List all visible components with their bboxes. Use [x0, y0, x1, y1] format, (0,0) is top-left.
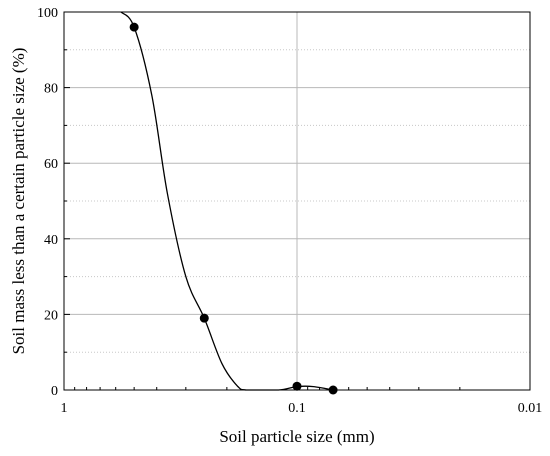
- x-axis-title: Soil particle size (mm): [219, 427, 374, 446]
- y-tick-label: 100: [37, 6, 58, 21]
- y-tick-label: 0: [51, 384, 58, 399]
- y-tick-label: 20: [44, 308, 58, 323]
- data-points: [129, 22, 338, 395]
- data-point: [292, 381, 302, 391]
- data-point: [328, 385, 338, 395]
- y-tick-label: 60: [44, 157, 58, 172]
- tick-labels: 0 20 40 60 80 100 1 0.1 0.01: [37, 6, 542, 416]
- grid-lines: [64, 12, 530, 390]
- x-tick-label: 1: [61, 401, 68, 416]
- axis-ticks: [63, 11, 531, 391]
- x-tick-label: 0.01: [518, 401, 543, 416]
- y-tick-label: 80: [44, 82, 58, 97]
- x-tick-label: 0.1: [288, 401, 306, 416]
- y-tick-label: 40: [44, 233, 58, 248]
- y-axis-title: Soil mass less than a certain particle s…: [9, 48, 28, 355]
- data-point: [129, 22, 139, 32]
- data-point: [199, 313, 209, 323]
